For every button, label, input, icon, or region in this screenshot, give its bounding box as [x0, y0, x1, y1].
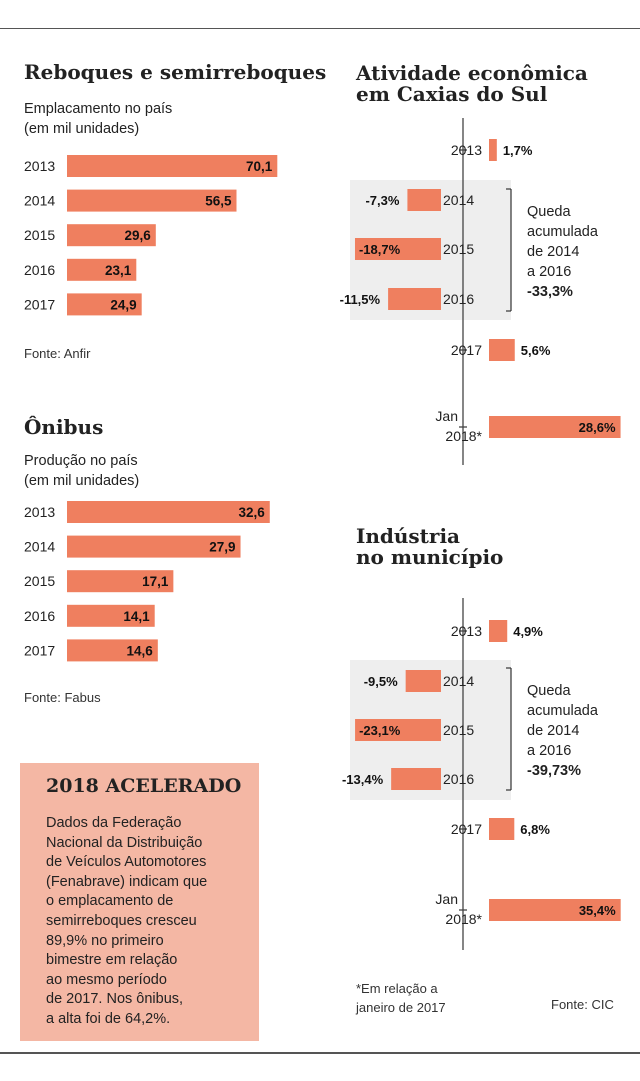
atividade-title-2: em Caxias do Sul	[356, 82, 548, 106]
atividade-category-label: Jan	[435, 408, 458, 424]
onibus-value-label: 27,9	[209, 540, 235, 555]
atividade-value-label: 28,6%	[579, 420, 616, 435]
onibus-bar	[67, 501, 270, 523]
reboques-value-label: 24,9	[110, 297, 136, 312]
atividade-category-label: 2013	[451, 142, 482, 158]
reboques-subtitle-2: (em mil unidades)	[24, 121, 140, 137]
onibus-category-label: 2014	[24, 539, 55, 555]
atividade-category-label: 2016	[443, 291, 474, 307]
reboques-bar	[67, 224, 156, 247]
atividade-bar	[354, 238, 441, 260]
reboques-category-label: 2015	[24, 227, 55, 243]
reboques-bar	[67, 293, 142, 316]
onibus-value-label: 14,6	[127, 643, 154, 658]
onibus-category-label: 2016	[24, 608, 55, 624]
industria-queda-text: Queda acumulada de 2014 a 2016	[527, 683, 598, 759]
atividade-category-label: 2018*	[445, 428, 482, 444]
industria-bar	[489, 899, 621, 921]
top-rule	[0, 28, 640, 29]
highlight-box: 2018 ACELERADO Dados da Federação Nacion…	[20, 763, 259, 1041]
atividade-value-label: -18,7%	[359, 242, 401, 257]
atividade-category-label: 2014	[443, 192, 474, 208]
atividade-queda-value: -33,3%	[527, 284, 573, 300]
reboques-category-label: 2014	[24, 193, 55, 209]
onibus-bar	[67, 535, 241, 558]
atividade-category-label: 2015	[443, 241, 474, 257]
industria-value-label: -13,4%	[342, 772, 384, 787]
industria-category-label: 2015	[443, 722, 474, 738]
onibus-subtitle-1: Produção no país	[24, 453, 138, 469]
reboques-bar	[67, 258, 137, 281]
industria-bar	[391, 768, 441, 790]
industria-category-label: 2017	[451, 821, 482, 837]
atividade-bar	[489, 139, 497, 161]
onibus-bar	[67, 639, 158, 662]
industria-category-label: 2014	[443, 673, 474, 689]
atividade-bar	[489, 339, 515, 361]
atividade-value-label: 1,7%	[503, 143, 533, 158]
atividade-title-1: Atividade econômica	[356, 61, 588, 85]
footnote: *Em relação a janeiro de 2017	[356, 981, 446, 1015]
reboques-title: Reboques e semirreboques	[24, 60, 327, 84]
reboques-value-label: 70,1	[246, 159, 273, 174]
box-title: 2018 ACELERADO	[46, 775, 242, 797]
industria-title-1: Indústria	[356, 524, 461, 548]
reboques-value-label: 56,5	[205, 194, 232, 209]
reboques-category-label: 2017	[24, 296, 55, 312]
reboques-value-label: 23,1	[105, 263, 132, 278]
onibus-bar	[67, 604, 155, 627]
onibus-category-label: 2015	[24, 573, 55, 589]
onibus-subtitle-2: (em mil unidades)	[24, 473, 140, 489]
reboques-category-label: 2016	[24, 262, 55, 278]
atividade-queda-text: Queda acumulada de 2014 a 2016	[527, 204, 598, 280]
industria-category-label: 2018*	[445, 911, 482, 927]
atividade-category-label: 2017	[451, 342, 482, 358]
onibus-title: Ônibus	[24, 415, 104, 439]
industria-bar	[405, 670, 441, 692]
industria-category-label: 2013	[451, 623, 482, 639]
box-text: Dados da Federação Nacional da Distribui…	[46, 815, 208, 1027]
industria-queda-value: -39,73%	[527, 763, 582, 779]
industria-bar	[355, 719, 441, 741]
reboques-bar	[67, 155, 278, 177]
reboques-value-label: 29,6	[125, 228, 152, 243]
onibus-value-label: 32,6	[238, 505, 265, 520]
industria-category-label: Jan	[435, 891, 458, 907]
onibus-source: Fonte: Fabus	[24, 690, 101, 705]
atividade-value-label: -11,5%	[340, 292, 381, 307]
industria-bar	[489, 620, 508, 642]
industria-title-2: no município	[356, 545, 504, 569]
atividade-bar	[388, 288, 441, 310]
reboques-source: Fonte: Anfir	[24, 346, 91, 361]
reboques-category-label: 2013	[24, 158, 55, 174]
industria-value-label: -9,5%	[364, 674, 398, 689]
atividade-value-label: 5,6%	[521, 343, 551, 358]
industria-value-label: 4,9%	[513, 624, 543, 639]
reboques-subtitle-1: Emplacamento no país	[24, 101, 173, 117]
onibus-bar	[67, 570, 174, 593]
atividade-value-label: -7,3%	[365, 193, 399, 208]
atividade-bar	[489, 416, 621, 438]
industria-category-label: 2016	[443, 771, 474, 787]
onibus-value-label: 14,1	[123, 609, 150, 624]
bottom-rule	[0, 1052, 640, 1054]
onibus-category-label: 2013	[24, 504, 55, 520]
reboques-bar	[67, 189, 237, 212]
industria-value-label: -23,1%	[359, 723, 401, 738]
industria-value-label: 35,4%	[579, 903, 616, 918]
onibus-value-label: 17,1	[142, 574, 169, 589]
industria-bar	[489, 818, 515, 840]
atividade-bar	[407, 189, 441, 211]
industria-value-label: 6,8%	[520, 822, 550, 837]
cic-source: Fonte: CIC	[551, 997, 614, 1012]
onibus-category-label: 2017	[24, 642, 55, 658]
